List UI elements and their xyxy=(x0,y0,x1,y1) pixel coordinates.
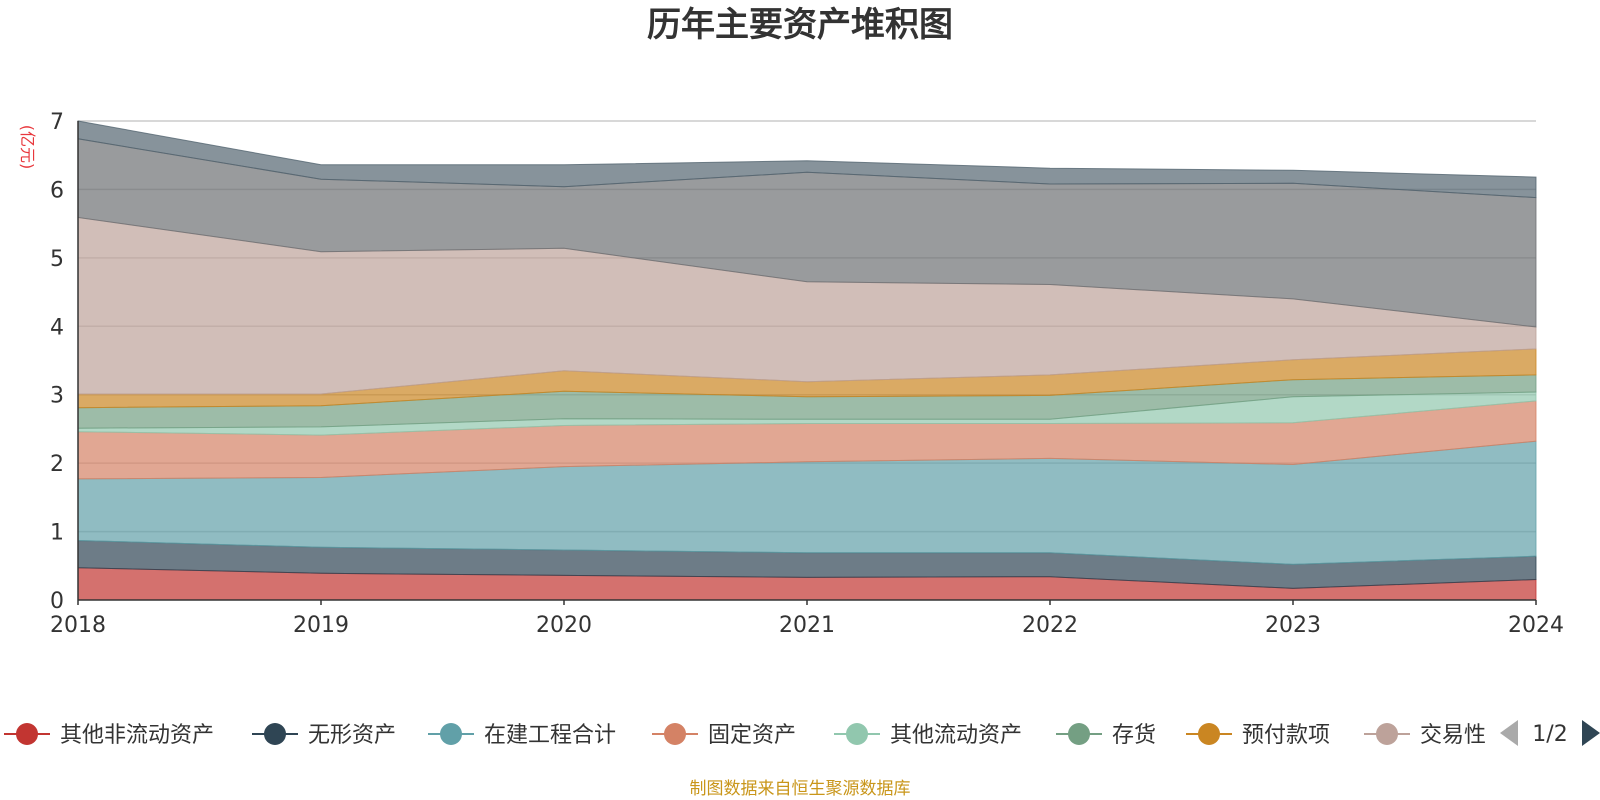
legend-label: 固定资产 xyxy=(708,723,796,748)
x-tick-label: 2024 xyxy=(1508,613,1564,638)
legend[interactable]: 其他非流动资产 无形资产 在建工程合计 固定资产 其他流动资产 存货 预付款项 交易性 xyxy=(4,723,1486,748)
legend-item[interactable]: 其他非流动资产 xyxy=(4,723,214,748)
x-tick-label: 2023 xyxy=(1265,613,1321,638)
legend-pager[interactable]: 1/2 xyxy=(1500,720,1600,747)
x-tick-label: 2019 xyxy=(293,613,349,638)
legend-label: 存货 xyxy=(1112,723,1156,748)
legend-next-arrow-icon[interactable] xyxy=(1582,720,1600,746)
area-series-9 xyxy=(77,120,1537,199)
legend-marker-icon xyxy=(846,723,868,745)
legend-label: 在建工程合计 xyxy=(484,723,616,748)
legend-marker-icon xyxy=(440,723,462,745)
y-tick-labels: 0 1 2 3 4 5 6 7 xyxy=(50,110,64,614)
y-tick-label: 5 xyxy=(50,247,64,272)
y-tick-label: 2 xyxy=(50,452,64,477)
legend-marker-icon xyxy=(264,723,286,745)
legend-label: 无形资产 xyxy=(308,723,396,748)
y-tick-label: 0 xyxy=(50,589,64,614)
data-source-footer: 制图数据来自恒生聚源数据库 xyxy=(690,779,911,799)
legend-marker-icon xyxy=(1198,723,1220,745)
legend-item[interactable]: 其他流动资产 xyxy=(834,723,1022,748)
y-tick-label: 6 xyxy=(50,178,64,203)
legend-marker-icon xyxy=(1068,723,1090,745)
legend-label: 交易性 xyxy=(1420,723,1486,748)
x-tick-label: 2018 xyxy=(50,613,106,638)
legend-item[interactable]: 预付款项 xyxy=(1186,723,1330,748)
x-tick-label: 2021 xyxy=(779,613,835,638)
legend-label: 预付款项 xyxy=(1242,723,1330,748)
x-tick-label: 2020 xyxy=(536,613,592,638)
legend-marker-icon xyxy=(1376,723,1398,745)
area-series-group xyxy=(77,120,1537,601)
y-axis-unit-label: (亿元) xyxy=(18,125,37,170)
legend-item[interactable]: 在建工程合计 xyxy=(428,723,616,748)
x-tick-labels: 2018 2019 2020 2021 2022 2023 2024 xyxy=(50,600,1564,638)
legend-label: 其他非流动资产 xyxy=(60,723,214,748)
legend-marker-icon xyxy=(16,723,38,745)
y-tick-label: 4 xyxy=(50,315,64,340)
y-tick-label: 1 xyxy=(50,521,64,546)
legend-page-indicator: 1/2 xyxy=(1532,722,1567,747)
chart-title: 历年主要资产堆积图 xyxy=(647,5,953,45)
x-tick-label: 2022 xyxy=(1022,613,1078,638)
legend-item[interactable]: 存货 xyxy=(1056,723,1156,748)
legend-prev-arrow-icon[interactable] xyxy=(1500,720,1518,746)
legend-item[interactable]: 交易性 xyxy=(1364,723,1486,748)
y-tick-label: 3 xyxy=(50,384,64,409)
legend-item[interactable]: 固定资产 xyxy=(652,723,796,748)
y-tick-label: 7 xyxy=(50,110,64,135)
legend-marker-icon xyxy=(664,723,686,745)
legend-label: 其他流动资产 xyxy=(890,723,1022,748)
legend-item[interactable]: 无形资产 xyxy=(252,723,396,748)
